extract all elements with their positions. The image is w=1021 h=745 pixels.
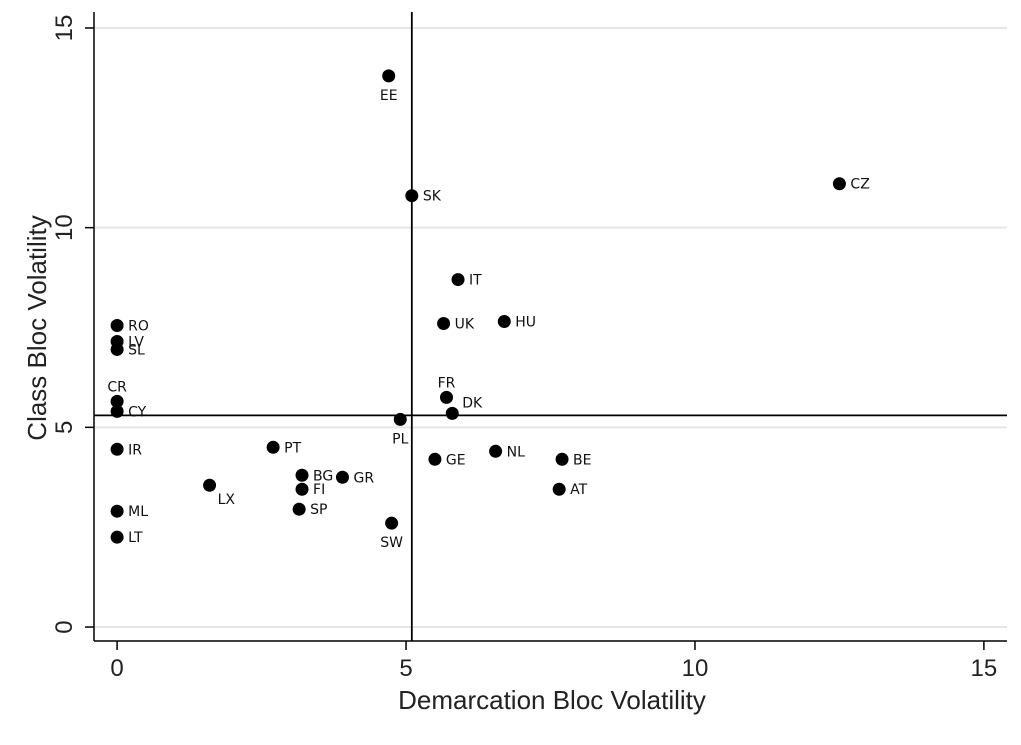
- y-tick-label: 15: [51, 15, 78, 42]
- point-label-cz: CZ: [850, 177, 869, 193]
- data-point-nl: [489, 444, 503, 458]
- point-label-cy: CY: [128, 404, 147, 420]
- point-label-hu: HU: [515, 315, 536, 331]
- point-label-at: AT: [570, 482, 587, 498]
- point-label-lx: LX: [218, 492, 236, 508]
- point-label-uk: UK: [455, 317, 475, 333]
- data-point-it: [451, 273, 465, 287]
- data-point-at: [552, 482, 566, 496]
- point-label-pl: PL: [392, 431, 408, 447]
- point-label-nl: NL: [507, 444, 525, 460]
- point-label-it: IT: [469, 273, 482, 289]
- data-point-cy: [110, 404, 124, 418]
- data-point-bg: [295, 468, 309, 482]
- point-label-lt: LT: [128, 530, 143, 546]
- point-label-pt: PT: [284, 440, 301, 456]
- y-axis-title: Class Bloc Volatility: [22, 215, 52, 440]
- x-tick-label: 5: [399, 655, 412, 682]
- x-tick-label: 15: [971, 655, 998, 682]
- point-label-cr: CR: [107, 379, 127, 395]
- point-label-sp: SP: [310, 502, 327, 518]
- data-point-ee: [382, 69, 396, 83]
- y-tick-label: 5: [51, 421, 78, 434]
- point-label-ro: RO: [128, 319, 149, 335]
- data-point-ro: [110, 319, 124, 333]
- data-point-fi: [295, 482, 309, 496]
- data-points: [110, 69, 846, 544]
- y-tick-label: 0: [51, 620, 78, 633]
- x-tick-label: 10: [682, 655, 709, 682]
- point-label-fr: FR: [438, 375, 456, 391]
- data-point-sk: [405, 189, 419, 203]
- point-label-ge: GE: [446, 452, 466, 468]
- data-point-pt: [266, 440, 280, 454]
- point-label-ir: IR: [128, 442, 142, 458]
- data-point-dk: [445, 406, 459, 420]
- point-label-ml: ML: [128, 504, 148, 520]
- gridlines: [94, 26, 1007, 629]
- point-label-bg: BG: [313, 468, 333, 484]
- x-axis-title: Demarcation Bloc Volatility: [398, 685, 706, 715]
- data-point-pl: [393, 412, 407, 426]
- point-label-sk: SK: [423, 189, 442, 205]
- point-label-sl: SL: [128, 342, 145, 358]
- data-point-be: [555, 452, 569, 466]
- y-tick-label: 10: [51, 214, 78, 241]
- point-label-gr: GR: [353, 470, 374, 486]
- point-label-fi: FI: [313, 482, 325, 498]
- data-point-cz: [832, 177, 846, 191]
- reference-lines: [94, 12, 1007, 641]
- data-point-ml: [110, 504, 124, 518]
- data-point-cr: [110, 394, 124, 408]
- point-label-lv: LV: [128, 334, 144, 350]
- data-point-lt: [110, 530, 124, 544]
- data-point-sw: [385, 516, 399, 530]
- data-point-fr: [439, 390, 453, 404]
- data-point-sp: [292, 502, 306, 516]
- data-point-ir: [110, 442, 124, 456]
- axes: 0 5 10 15 0 5 10 15: [51, 12, 1007, 682]
- data-point-lx: [203, 478, 217, 492]
- point-label-dk: DK: [462, 395, 483, 411]
- data-point-hu: [497, 315, 511, 329]
- x-tick-label: 0: [110, 655, 123, 682]
- data-point-uk: [437, 317, 451, 331]
- data-point-sl: [110, 342, 124, 356]
- point-label-ee: EE: [380, 88, 398, 104]
- point-label-sw: SW: [380, 535, 403, 551]
- point-label-be: BE: [573, 452, 591, 468]
- data-point-ge: [428, 452, 442, 466]
- data-point-gr: [335, 470, 349, 484]
